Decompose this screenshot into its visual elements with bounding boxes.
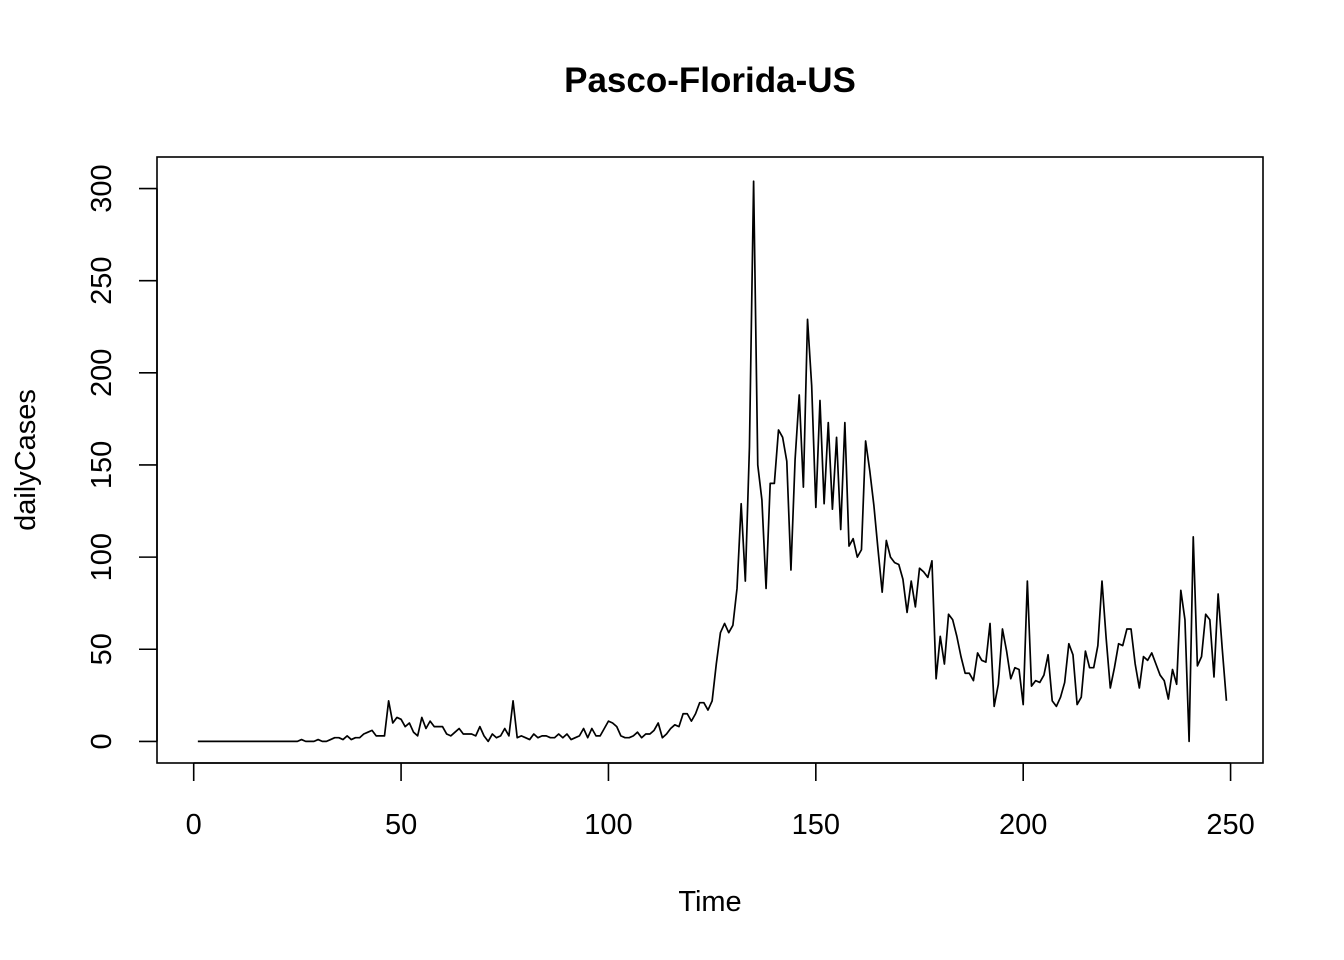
y-tick-label: 200 xyxy=(86,349,118,397)
x-axis: 0 50 100 150 200 250 xyxy=(186,762,1255,841)
y-tick-label: 150 xyxy=(86,441,118,489)
x-tick-label: 0 xyxy=(186,809,202,841)
plot-frame xyxy=(156,156,1264,764)
series-line-daily-cases xyxy=(197,180,1228,743)
chart-title: Pasco-Florida-US xyxy=(564,61,856,100)
y-tick-label: 50 xyxy=(86,633,118,665)
y-tick-label: 300 xyxy=(86,164,118,212)
x-tick-label: 150 xyxy=(792,809,840,841)
x-tick-label: 100 xyxy=(584,809,632,841)
x-tick-label: 250 xyxy=(1206,809,1254,841)
y-axis-label: dailyCases xyxy=(10,389,42,531)
x-axis-label: Time xyxy=(678,886,741,918)
y-axis: 0 50 100 150 200 250 300 xyxy=(86,164,158,749)
y-tick-label: 250 xyxy=(86,257,118,305)
x-tick-label: 200 xyxy=(999,809,1047,841)
y-tick-label: 0 xyxy=(86,733,118,749)
x-tick-label: 50 xyxy=(385,809,417,841)
y-tick-label: 100 xyxy=(86,533,118,581)
